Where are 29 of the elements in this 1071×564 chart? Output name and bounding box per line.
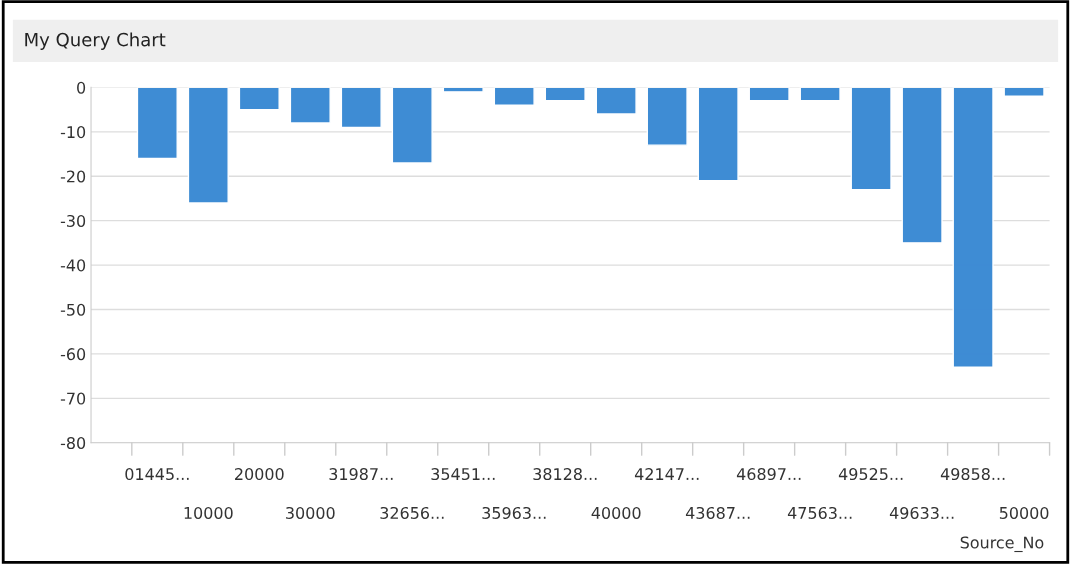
- x-tick-label: 43687...: [685, 506, 750, 519]
- x-tick-label: 42147...: [634, 468, 699, 480]
- y-tick-label: -30: [60, 214, 86, 227]
- y-tick-label: -10: [60, 126, 86, 139]
- x-tick-label: 31987...: [329, 468, 393, 481]
- y-tick-label: -80: [60, 436, 86, 450]
- y-tick-label: -20: [60, 170, 86, 183]
- y-tick-label: 0: [77, 81, 86, 94]
- x-tick-label: 01445...: [125, 468, 189, 481]
- x-tick-label: 35451...: [431, 468, 495, 481]
- y-tick-label: -40: [60, 259, 86, 272]
- x-tick-label: 49858...: [940, 468, 1005, 481]
- x-tick-label: 20000: [235, 468, 284, 481]
- x-tick-label: 46897...: [736, 468, 801, 481]
- x-tick-label: 30000: [286, 506, 335, 519]
- x-tick-label: 47563...: [787, 506, 852, 519]
- chart-title: My Query Chart: [25, 32, 166, 50]
- y-tick-label: -60: [60, 348, 86, 361]
- x-tick-label: 49633...: [889, 506, 954, 519]
- x-tick-label: 32656...: [380, 506, 444, 519]
- y-tick-label: -70: [60, 392, 86, 405]
- x-tick-label: 35963...: [482, 506, 546, 519]
- x-tick-label: 50000: [999, 506, 1049, 519]
- x-tick-label: 10000: [184, 506, 233, 519]
- x-tick-label: 40000: [591, 506, 641, 519]
- y-tick-label: -50: [60, 303, 86, 316]
- x-tick-label: 49525...: [838, 468, 903, 481]
- x-axis-title: Source_No: [960, 536, 1044, 553]
- x-tick-label: 38128...: [533, 468, 597, 481]
